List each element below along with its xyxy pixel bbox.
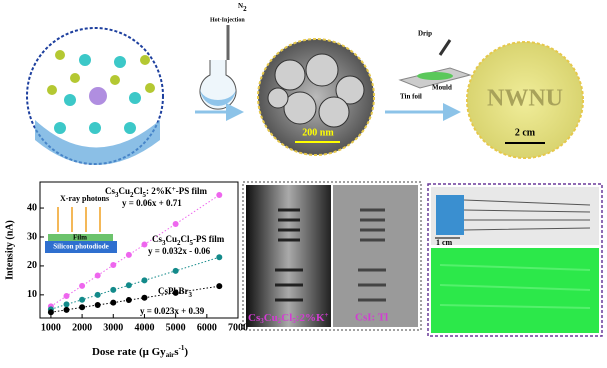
fit-label: y = 0.06x + 0.71 bbox=[122, 198, 182, 208]
flex-luminescence bbox=[431, 248, 599, 333]
dopant bbox=[89, 87, 107, 105]
xray-left-label: Cs3Cu2Cl5:2%K+ bbox=[248, 311, 329, 325]
inset-photodiode bbox=[45, 241, 117, 253]
y-tick-label: 10 bbox=[27, 289, 37, 300]
mould-label: Mould bbox=[432, 84, 452, 92]
x-axis-label: Dose rate (μ Gyairs-1) bbox=[92, 344, 188, 359]
xray-image-left bbox=[246, 185, 331, 327]
data-point bbox=[110, 299, 117, 306]
flex-scale: 1 cm bbox=[436, 238, 453, 247]
drip-label: Drip bbox=[418, 30, 432, 38]
data-point bbox=[63, 293, 70, 300]
solution bbox=[35, 120, 160, 165]
series-label: Cs3Cu2Cl5: 2%K+-PS film bbox=[105, 185, 208, 199]
data-point bbox=[63, 301, 70, 308]
data-point bbox=[141, 277, 148, 284]
data-point bbox=[172, 220, 179, 227]
inset-photodiode-label: Silicon photodiode bbox=[53, 243, 108, 251]
data-point bbox=[216, 192, 223, 199]
plot: 1000 2000 3000 4000 5000 6000 7000 10 20 30 40 bbox=[27, 192, 248, 333]
mould bbox=[417, 72, 453, 80]
y-tick-label: 40 bbox=[27, 202, 37, 213]
film-scale: 2 cm bbox=[515, 127, 536, 138]
data-point bbox=[94, 272, 101, 279]
data-point bbox=[47, 309, 54, 316]
xray-right-label: CsI: Tl bbox=[355, 312, 388, 324]
clusters bbox=[47, 50, 155, 95]
flex-connector bbox=[436, 195, 464, 235]
x-tick-label: 7000 bbox=[228, 322, 248, 333]
x-tick-label: 3000 bbox=[103, 322, 123, 333]
y-axis-label: Intensity (nA) bbox=[4, 220, 15, 280]
xray-panel bbox=[242, 181, 422, 331]
series-label: CsPbBr3 bbox=[158, 286, 193, 299]
foil-label: Tin foil bbox=[400, 93, 422, 101]
plot-frame bbox=[39, 181, 239, 319]
data-point bbox=[141, 294, 148, 301]
gas-label: N2 bbox=[238, 2, 247, 13]
film-photo bbox=[466, 41, 584, 159]
data-point bbox=[141, 241, 148, 248]
x-tick-label: 2000 bbox=[72, 322, 92, 333]
data-point bbox=[79, 296, 86, 303]
inset: X-ray photons Film Silicon photodiode bbox=[45, 194, 117, 253]
y-tick-label: 30 bbox=[27, 231, 37, 242]
inset-photons: X-ray photons bbox=[60, 194, 109, 203]
data-point bbox=[63, 306, 70, 313]
data-point bbox=[216, 254, 223, 261]
fit-label: y = 0.032x - 0.06 bbox=[148, 246, 211, 256]
x-tick-label: 1000 bbox=[41, 322, 61, 333]
fit-line bbox=[50, 256, 220, 310]
data-point bbox=[94, 291, 101, 298]
data-point bbox=[125, 297, 132, 304]
flask bbox=[199, 60, 237, 110]
data-point bbox=[172, 289, 179, 296]
ions bbox=[54, 54, 141, 134]
xray-image-right bbox=[333, 185, 418, 327]
x-tick-label: 4000 bbox=[134, 322, 154, 333]
method-label: Hot-Injection bbox=[210, 17, 245, 23]
x-tick-label: 6000 bbox=[197, 322, 217, 333]
series-label: Cs3Cu2Cl5-PS film bbox=[152, 234, 225, 247]
inset-film bbox=[48, 234, 113, 241]
data-point bbox=[172, 267, 179, 274]
film-text: NWNU bbox=[487, 86, 563, 112]
flex-panel bbox=[427, 183, 603, 337]
data-point bbox=[110, 262, 117, 269]
data-point bbox=[79, 304, 86, 311]
y-tick-label: 20 bbox=[27, 260, 37, 271]
data-point bbox=[94, 301, 101, 308]
flask-liquid bbox=[200, 88, 236, 106]
data-point bbox=[79, 282, 86, 289]
data-point bbox=[110, 286, 117, 293]
data-point bbox=[216, 283, 223, 290]
data-point bbox=[125, 251, 132, 258]
nanocrystals bbox=[267, 53, 365, 128]
tem-scale: 200 nm bbox=[302, 127, 334, 138]
data-point bbox=[125, 282, 132, 289]
inset-film-label: Film bbox=[73, 234, 87, 242]
fit-label: y = 0.023x + 0.39 bbox=[140, 306, 205, 316]
x-tick-label: 5000 bbox=[166, 322, 186, 333]
